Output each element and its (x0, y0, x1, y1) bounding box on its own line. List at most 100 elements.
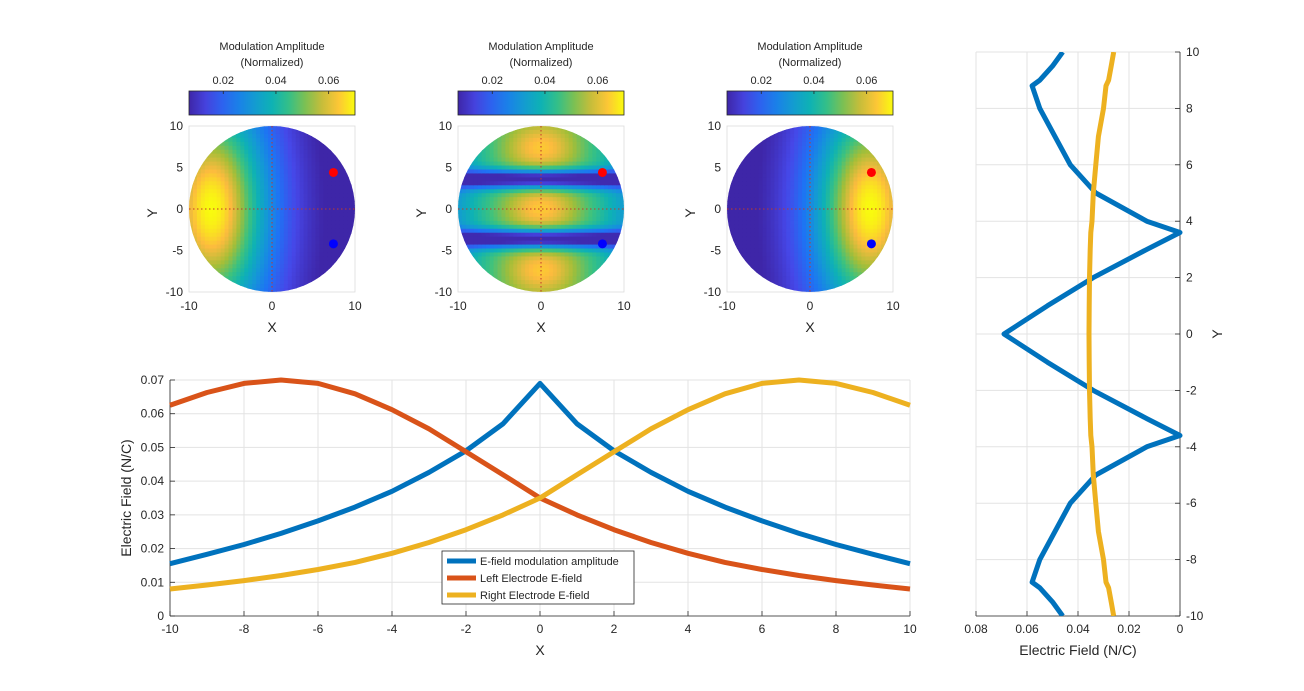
heat-cell (572, 244, 578, 250)
heat-cell (592, 153, 597, 159)
heat-cell (268, 129, 273, 135)
heat-cell (841, 205, 847, 210)
heat-cell (505, 248, 510, 254)
heat-cell (798, 256, 803, 261)
heat-cell (283, 256, 289, 261)
heat-cell (576, 149, 582, 155)
heat-cell (833, 197, 839, 202)
heat-cell (786, 149, 791, 155)
heat-cell (323, 268, 328, 273)
heat-cell (802, 185, 807, 190)
heat-cell (303, 228, 309, 234)
heat-cell (620, 220, 624, 226)
heat-cell (572, 201, 578, 206)
heat-cell (774, 149, 779, 155)
heat-cell (252, 260, 257, 265)
heat-cell (806, 220, 811, 226)
heat-cell (786, 276, 791, 281)
heat-cell (552, 232, 558, 238)
heat-cell (604, 205, 609, 210)
heat-cell (794, 185, 799, 190)
heat-cell (849, 216, 855, 222)
heat-cell (616, 177, 621, 182)
heat-cell (794, 145, 799, 151)
heat-cell (232, 212, 238, 218)
heat-cell (189, 224, 194, 230)
heat-cell (802, 220, 807, 226)
heat-cell (604, 173, 609, 178)
heat-cell (291, 212, 297, 218)
heat-cell (568, 137, 574, 143)
heat-cell (529, 288, 534, 292)
heat-cell (572, 276, 578, 281)
heat-cell (782, 145, 787, 151)
heat-cell (813, 189, 819, 194)
heat-cell (521, 153, 526, 159)
heat-cell (584, 268, 590, 273)
heat-cell (192, 181, 198, 186)
heat-cell (228, 260, 234, 265)
heat-cell (236, 276, 241, 281)
heat-cell (287, 137, 293, 143)
heat-cell (461, 177, 467, 182)
heat-cell (339, 224, 344, 230)
heat-cell (833, 216, 839, 222)
heat-cell (813, 209, 819, 214)
heat-cell (841, 193, 847, 198)
heat-cell (232, 185, 238, 190)
heat-cell (758, 181, 764, 186)
heat-cell (841, 149, 847, 155)
heat-cell (576, 228, 582, 234)
heat-cell (758, 212, 764, 218)
heat-cell (236, 145, 241, 151)
heat-cell (825, 165, 831, 171)
heat-cell (782, 197, 787, 202)
heat-cell (529, 185, 534, 190)
heat-cell (279, 205, 285, 210)
heat-cell (323, 161, 328, 167)
heat-cell (560, 141, 566, 147)
heat-cell (833, 256, 839, 261)
heat-cell (584, 205, 590, 210)
heat-cell (845, 193, 851, 198)
heat-cell (248, 149, 253, 155)
heat-cell (833, 224, 839, 230)
heat-cell (517, 252, 522, 258)
heat-cell (311, 264, 317, 269)
heat-cell (738, 169, 744, 175)
heat-cell (782, 129, 787, 135)
heat-cell (841, 133, 847, 139)
heat-disk (727, 126, 893, 292)
heat-cell (548, 201, 554, 206)
heat-cell (620, 209, 624, 214)
heat-cell (319, 165, 324, 171)
heat-cell (216, 189, 222, 194)
heat-cell (485, 212, 491, 218)
heat-cell (236, 260, 241, 265)
heat-cell (240, 284, 245, 289)
heat-cell (608, 236, 613, 242)
heat-cell (244, 260, 249, 265)
heat-cell (525, 209, 530, 214)
heat-cell (560, 216, 566, 222)
heat-cell (315, 197, 321, 202)
heat-cell (256, 220, 261, 226)
heat-cell (548, 173, 554, 178)
heat-cell (568, 145, 574, 151)
heat-cell (196, 232, 202, 238)
heat-cell (216, 252, 222, 258)
heat-cell (311, 220, 317, 226)
heat-cell (544, 240, 550, 246)
heat-cell (303, 185, 309, 190)
heat-cell (283, 272, 289, 277)
heat-cell (493, 177, 499, 182)
heat-cell (608, 244, 613, 250)
heat-cell (541, 212, 546, 218)
heat-cell (782, 252, 787, 258)
heat-cell (189, 205, 194, 210)
heat-cell (509, 137, 514, 143)
heat-cell (465, 185, 471, 190)
heat-cell (798, 193, 803, 198)
heat-cell (782, 181, 787, 186)
heat-cell (600, 193, 605, 198)
